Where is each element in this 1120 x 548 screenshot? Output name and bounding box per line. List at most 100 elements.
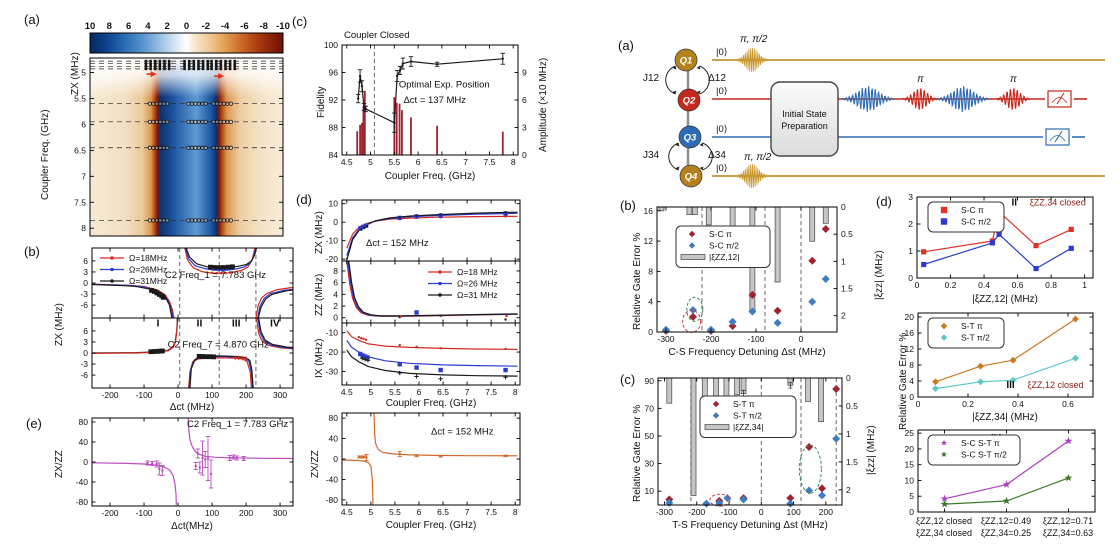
fig1-d-ix-series-0 xyxy=(346,330,518,350)
float-label-25: C-S Frequency Detuning Δst (MHz) xyxy=(668,347,825,358)
x-tick: 200 xyxy=(239,508,253,518)
y-tick: -20 xyxy=(326,254,339,264)
y-tick: 0 xyxy=(333,217,338,227)
fig1-b-top-series-1 xyxy=(91,283,174,319)
float-label-17: IX (MHz) xyxy=(314,339,325,378)
fig1-d-ix-series-3 xyxy=(357,335,507,351)
fig1-panel-d-label: (d) xyxy=(296,192,312,207)
x-tick: 7 xyxy=(463,157,468,167)
x-tick: -100 xyxy=(721,507,738,517)
fig1-b-bottom-series-4 xyxy=(189,355,254,389)
float-label-5: Δct (MHz) xyxy=(170,402,214,413)
float-label-15: ZX (MHz) xyxy=(314,211,325,254)
annotation: IV xyxy=(270,317,280,329)
float-label-19: ZX/ZZ xyxy=(310,450,321,478)
y-tick: 80 xyxy=(79,417,89,427)
colorbar-tick: -6 xyxy=(240,21,248,32)
fig1-d-zx: Δct = 152 MHz 10 0 -10 -20 xyxy=(326,199,521,264)
red-arrow-icon xyxy=(218,73,225,80)
isp-text: Preparation xyxy=(781,121,828,131)
x-tick: 7.5 xyxy=(485,387,497,397)
float-label-13: Coupler Freq. (GHz) xyxy=(385,171,476,182)
y-tick: 3 xyxy=(83,267,88,277)
fig1-b-bottom-series-6 xyxy=(257,317,294,349)
fig1-b-top-series-9 xyxy=(149,264,235,300)
fig1-d-ix-series-4 xyxy=(358,351,508,373)
fig1-b-bottom-series-8 xyxy=(148,348,217,360)
fig1-d-zz-series-5 xyxy=(399,314,508,318)
x-tick: -200 xyxy=(102,390,119,400)
fig1-b-bottom-series-5 xyxy=(256,317,294,350)
legend-label: Ω=31MHz xyxy=(129,276,167,286)
x-tick: 7.5 xyxy=(484,157,496,167)
fig1-b-bottom-series-2 xyxy=(188,357,253,389)
fig1-panel-c-label: (c) xyxy=(292,14,307,29)
fig1-c-fidelity-series-2 xyxy=(355,52,505,133)
y-tick: 12 xyxy=(644,236,654,246)
x-tick: 6 xyxy=(416,157,421,167)
x-tick: 6.5 xyxy=(437,387,449,397)
y2-tick: 0.5 xyxy=(846,401,858,411)
fig2-d-region-ii: II ξZZ,34 closed S-C π S-C π/2 0 0.2 0.4 0.6 0.8… xyxy=(908,192,1094,290)
coupling-label: Δ12 xyxy=(708,73,726,84)
float-label-12: Amplitude (×10 MHz) xyxy=(538,58,549,152)
fig1-b-bottom-series-7 xyxy=(258,317,294,349)
annotation: Δct = 137 MHz xyxy=(403,95,466,106)
measurement-meter-icon xyxy=(1045,128,1070,146)
fig1-zxzz-vs-freq-series-0 xyxy=(341,459,374,506)
fig2-b-cs-detuning: S-C πS-C π/2|ξZZ,12|-300 -200 -100 00481216… xyxy=(644,202,854,344)
x-tick: 100 xyxy=(786,507,800,517)
highlight-ellipse xyxy=(709,493,731,507)
y-tick: 8 xyxy=(648,266,653,276)
fig2-c-ts-detuning: S-T πS-T π/2|ξZZ,34|-300 -200 -100 0 100 2001… xyxy=(645,373,859,517)
y-tick: 96 xyxy=(329,68,339,78)
y-tick: 84 xyxy=(329,150,339,160)
float-label-37: ξZZ,34=0.25 xyxy=(981,528,1031,538)
x-tick: 6 xyxy=(417,507,422,517)
fig2-d-region-iv-series-0 xyxy=(940,437,1073,502)
fig2-d-region-ii-series-1 xyxy=(921,231,1074,272)
y2-tick: 0.5 xyxy=(841,229,853,239)
x-tick: 4.5 xyxy=(341,157,353,167)
x-tick: -100 xyxy=(136,390,153,400)
y-tick: 40 xyxy=(329,434,339,444)
annotation: ξZZ,34 closed xyxy=(1030,198,1086,208)
y-tick: -20 xyxy=(326,347,339,357)
fig1-e: C2 Freq_1 = 7.783 GHz -200 -100 0 100 200 300 8… xyxy=(76,417,294,518)
legend-label: Ω=26MHz xyxy=(129,265,167,275)
legend-label: S-T π xyxy=(961,321,983,331)
qubit-q1: Q1 xyxy=(674,48,698,72)
y-tick: 4 xyxy=(909,376,914,386)
fig1-zxzz-vs-freq-series-2 xyxy=(357,450,508,461)
qubit-label: Q3 xyxy=(684,133,697,144)
float-label-27: Relative Gate Error % xyxy=(632,405,643,502)
fig2-c-ts-detuning-series-2 xyxy=(665,434,841,508)
fig1-zxzz-vs-freq: Δct = 152 MHz 4.5 5 5.5 6 6.5 7 7.5 8 80 40 0 -40 -80 xyxy=(326,412,521,517)
y-tick: 12 xyxy=(905,344,915,354)
y-tick: 10 xyxy=(645,486,655,496)
y-tick: 0 xyxy=(333,313,338,323)
x-tick: 300 xyxy=(273,390,287,400)
y-tick: -6 xyxy=(80,370,88,380)
y-tick: 4 xyxy=(333,289,338,299)
y-tick: 8 xyxy=(81,223,86,233)
x-tick: -200 xyxy=(702,334,719,344)
x-tick: 4.5 xyxy=(341,507,353,517)
isp-text: Initial State xyxy=(782,109,827,119)
legend-label: S-T π/2 xyxy=(733,411,762,421)
float-label-31: Relative Gate Error % xyxy=(898,333,909,430)
fig1-d-ix-series-5 xyxy=(360,356,508,381)
qubit-label: Q4 xyxy=(685,172,698,183)
fig1-panel-b-label: (b) xyxy=(24,244,40,259)
qubit-drive-line-1 xyxy=(712,90,1087,108)
x-tick: 0 xyxy=(759,507,764,517)
y-tick: 88 xyxy=(329,123,339,133)
pulse-envelope xyxy=(735,47,769,73)
fig1-d-zz-series-2 xyxy=(348,260,518,317)
fig1-d-zx-series-5 xyxy=(360,211,507,231)
highlight-ellipse xyxy=(686,296,704,322)
y-tick: -30 xyxy=(326,366,339,376)
legend: S-T π S-T π/2 xyxy=(927,317,1005,349)
float-label-8: Δct(MHz) xyxy=(171,521,213,532)
